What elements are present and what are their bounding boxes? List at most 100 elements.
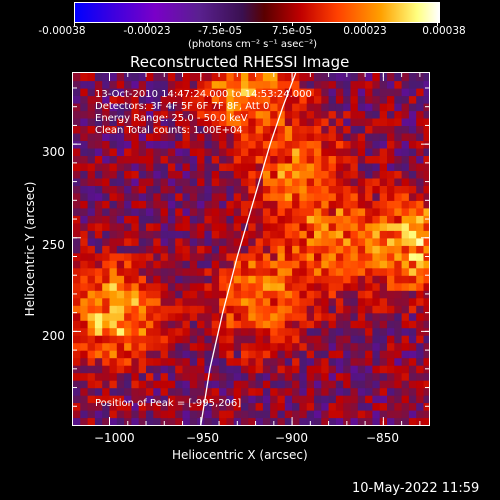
heatmap-cell <box>167 327 176 336</box>
heatmap-cell <box>160 147 169 156</box>
heatmap-cell <box>343 103 352 112</box>
heatmap-cell <box>153 200 162 209</box>
heatmap-cell <box>197 282 205 291</box>
heatmap-cell <box>423 410 429 419</box>
heatmap-cell <box>423 185 429 194</box>
heatmap-cell <box>365 155 373 164</box>
heatmap-cell <box>116 305 125 314</box>
heatmap-cell <box>197 73 205 82</box>
heatmap-cell <box>255 290 264 299</box>
heatmap-cell <box>328 245 337 254</box>
heatmap-cell <box>284 110 293 119</box>
heatmap-cell <box>233 140 242 149</box>
heatmap-cell <box>321 327 330 336</box>
heatmap-cell <box>270 170 279 179</box>
heatmap-cell <box>182 95 191 104</box>
heatmap-cell <box>328 80 337 89</box>
heatmap-cell <box>153 155 162 164</box>
heatmap-cell <box>197 110 205 119</box>
heatmap-cell <box>335 305 344 314</box>
heatmap-cell <box>401 230 410 239</box>
heatmap-cell <box>401 110 410 119</box>
heatmap-cell <box>292 252 300 261</box>
heatmap-cell <box>167 387 176 396</box>
heatmap-cell <box>175 305 184 314</box>
heatmap-cell <box>182 260 191 269</box>
colorbar-tick-label: -7.5e-05 <box>197 25 243 37</box>
heatmap-cell <box>189 342 198 351</box>
heatmap-cell <box>153 275 162 284</box>
heatmap-cell <box>189 387 198 396</box>
heatmap-cell <box>204 365 213 374</box>
heatmap-cell <box>73 177 81 186</box>
heatmap-cell <box>314 207 322 216</box>
heatmap-cell <box>233 267 242 276</box>
heatmap-cell <box>241 88 249 97</box>
heatmap-cell <box>328 117 337 126</box>
heatmap-cell <box>94 350 103 359</box>
heatmap-cell <box>226 327 235 336</box>
heatmap-cell <box>270 177 279 186</box>
heatmap-cell <box>284 267 293 276</box>
energy-range-text: Energy Range: 25.0 - 50.0 keV <box>95 113 248 124</box>
heatmap-cell <box>394 245 403 254</box>
heatmap-cell <box>408 417 417 425</box>
heatmap-cell <box>321 147 330 156</box>
heatmap-cell <box>394 88 403 97</box>
heatmap-cell <box>175 275 184 284</box>
heatmap-cell <box>277 380 286 389</box>
heatmap-cell <box>160 335 169 344</box>
heatmap-cell <box>211 103 220 112</box>
heatmap-cell <box>284 245 293 254</box>
heatmap-cell <box>379 125 388 134</box>
heatmap-cell <box>204 132 213 141</box>
heatmap-cell <box>241 350 249 359</box>
heatmap-cell <box>197 350 205 359</box>
heatmap-cell <box>175 395 184 404</box>
heatmap-cell <box>87 327 96 336</box>
heatmap-cell <box>335 357 344 366</box>
heatmap-cell <box>306 200 315 209</box>
heatmap-cell <box>189 170 198 179</box>
heatmap-cell <box>372 410 381 419</box>
heatmap-cell <box>211 125 220 134</box>
heatmap-cell <box>116 312 125 321</box>
heatmap-cell <box>328 222 337 231</box>
heatmap-cell <box>124 95 132 104</box>
heatmap-cell <box>160 80 169 89</box>
heatmap-cell <box>292 275 300 284</box>
heatmap-cell <box>116 335 125 344</box>
heatmap-cell <box>146 275 154 284</box>
heatmap-cell <box>372 170 381 179</box>
heatmap-cell <box>277 245 286 254</box>
heatmap-cell <box>365 387 373 396</box>
heatmap-cell <box>372 290 381 299</box>
heatmap-cell <box>379 252 388 261</box>
heatmap-cell <box>87 117 96 126</box>
heatmap-cell <box>160 185 169 194</box>
heatmap-cell <box>73 245 81 254</box>
heatmap-cell <box>379 177 388 186</box>
heatmap-cell <box>321 320 330 329</box>
heatmap-cell <box>408 237 417 246</box>
heatmap-cell <box>248 170 257 179</box>
heatmap-cell <box>211 230 220 239</box>
heatmap-cell <box>379 170 388 179</box>
heatmap-cell <box>387 297 395 306</box>
heatmap-cell <box>182 417 191 425</box>
heatmap-cell <box>321 132 330 141</box>
heatmap-cell <box>87 162 96 171</box>
heatmap-cell <box>109 380 118 389</box>
heatmap-cell <box>80 350 89 359</box>
heatmap-cell <box>343 192 352 201</box>
heatmap-cell <box>423 365 429 374</box>
heatmap-cell <box>109 245 118 254</box>
heatmap-cell <box>401 88 410 97</box>
heatmap-cell <box>394 132 403 141</box>
heatmap-cell <box>160 327 169 336</box>
heatmap-cell <box>138 155 147 164</box>
heatmap-cell <box>167 132 176 141</box>
heatmap-cell <box>379 200 388 209</box>
heatmap-cell <box>131 162 140 171</box>
heatmap-cell <box>248 80 257 89</box>
